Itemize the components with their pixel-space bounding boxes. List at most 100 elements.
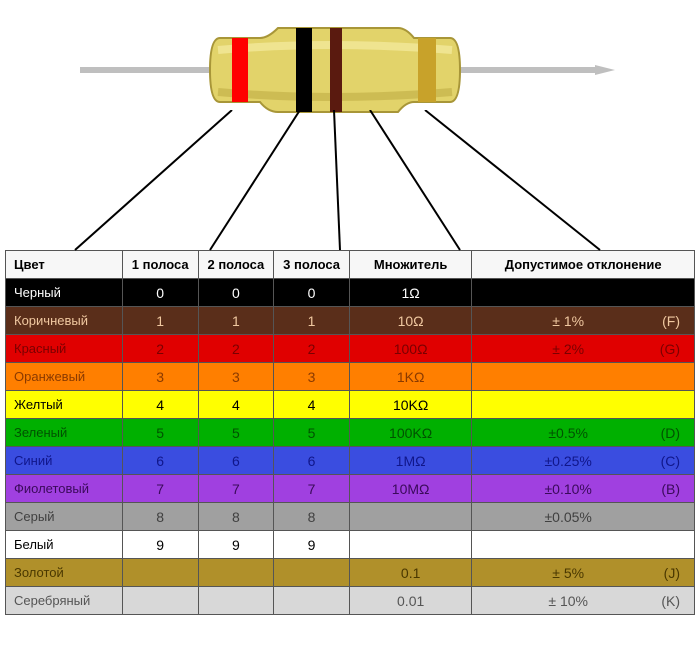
tolerance-value: ± 2% [486, 341, 650, 357]
header-tolerance: Допустимое отклонение [472, 251, 695, 279]
tolerance-cell [472, 391, 695, 419]
band3-cell: 4 [274, 391, 350, 419]
table-row: Зеленый555100KΩ±0.5%(D) [6, 419, 695, 447]
resistor-band-1 [232, 38, 248, 102]
tolerance-cell: ±0.5%(D) [472, 419, 695, 447]
tolerance-letter: (B) [650, 481, 680, 497]
band2-cell: 7 [198, 475, 274, 503]
band1-cell [122, 559, 198, 587]
band1-cell [122, 587, 198, 615]
color-name-cell: Фиолетовый [6, 475, 123, 503]
band3-cell [274, 587, 350, 615]
band2-cell: 0 [198, 279, 274, 307]
band1-cell: 5 [122, 419, 198, 447]
multiplier-cell: 100KΩ [349, 419, 471, 447]
tolerance-value: ± 1% [486, 313, 650, 329]
color-name-cell: Золотой [6, 559, 123, 587]
band1-cell: 6 [122, 447, 198, 475]
color-name-cell: Желтый [6, 391, 123, 419]
tolerance-cell: ± 5%(J) [472, 559, 695, 587]
multiplier-cell: 1KΩ [349, 363, 471, 391]
tolerance-value: ±0.5% [486, 425, 650, 441]
band3-cell: 8 [274, 503, 350, 531]
tolerance-value: ± 10% [486, 593, 650, 609]
table-row: Белый999 [6, 531, 695, 559]
table-row: Оранжевый3331KΩ [6, 363, 695, 391]
band1-cell: 4 [122, 391, 198, 419]
band1-cell: 7 [122, 475, 198, 503]
band2-cell: 3 [198, 363, 274, 391]
tolerance-cell [472, 531, 695, 559]
table-row: Золотой 0.1± 5%(J) [6, 559, 695, 587]
resistor-svg [0, 0, 700, 190]
band1-cell: 2 [122, 335, 198, 363]
header-band1: 1 полоса [122, 251, 198, 279]
multiplier-cell [349, 531, 471, 559]
tolerance-cell [472, 363, 695, 391]
multiplier-cell: 10Ω [349, 307, 471, 335]
table-row: Черный0001Ω [6, 279, 695, 307]
color-name-cell: Серый [6, 503, 123, 531]
band2-cell: 1 [198, 307, 274, 335]
table-row: Коричневый11110Ω± 1%(F) [6, 307, 695, 335]
tolerance-letter: (K) [650, 593, 680, 609]
band1-cell: 9 [122, 531, 198, 559]
multiplier-cell: 10MΩ [349, 475, 471, 503]
multiplier-cell: 10KΩ [349, 391, 471, 419]
header-band2: 2 полоса [198, 251, 274, 279]
table-row: Желтый44410KΩ [6, 391, 695, 419]
tolerance-cell: ± 2%(G) [472, 335, 695, 363]
band2-cell: 9 [198, 531, 274, 559]
color-code-table: Цвет 1 полоса 2 полоса 3 полоса Множител… [5, 250, 695, 615]
band3-cell: 2 [274, 335, 350, 363]
band3-cell: 7 [274, 475, 350, 503]
band2-cell: 4 [198, 391, 274, 419]
color-name-cell: Оранжевый [6, 363, 123, 391]
multiplier-cell: 0.1 [349, 559, 471, 587]
table-row: Серебряный 0.01 ± 10%(K) [6, 587, 695, 615]
tolerance-cell: ±0.25%(C) [472, 447, 695, 475]
band2-cell [198, 587, 274, 615]
band3-cell [274, 559, 350, 587]
tolerance-value: ±0.05% [486, 509, 650, 525]
resistor-band-4 [418, 38, 436, 102]
tolerance-value: ±0.10% [486, 481, 650, 497]
multiplier-cell: 100Ω [349, 335, 471, 363]
table-row: Фиолетовый77710MΩ±0.10%(B) [6, 475, 695, 503]
tolerance-cell [472, 279, 695, 307]
multiplier-cell: 0.01 [349, 587, 471, 615]
tolerance-letter: (D) [650, 425, 680, 441]
tolerance-letter: (G) [650, 341, 680, 357]
color-name-cell: Черный [6, 279, 123, 307]
resistor-illustration [0, 0, 700, 190]
multiplier-cell: 1Ω [349, 279, 471, 307]
tolerance-cell: ±0.05% [472, 503, 695, 531]
band3-cell: 5 [274, 419, 350, 447]
resistor-band-2 [296, 28, 312, 112]
band3-cell: 0 [274, 279, 350, 307]
band1-cell: 1 [122, 307, 198, 335]
header-multiplier: Множитель [349, 251, 471, 279]
band1-cell: 0 [122, 279, 198, 307]
color-name-cell: Синий [6, 447, 123, 475]
color-name-cell: Белый [6, 531, 123, 559]
tolerance-value: ±0.25% [486, 453, 650, 469]
header-band3: 3 полоса [274, 251, 350, 279]
table-row: Красный222100Ω± 2%(G) [6, 335, 695, 363]
multiplier-cell: 1MΩ [349, 447, 471, 475]
color-name-cell: Зеленый [6, 419, 123, 447]
band1-cell: 3 [122, 363, 198, 391]
band3-cell: 1 [274, 307, 350, 335]
color-name-cell: Серебряный [6, 587, 123, 615]
band3-cell: 9 [274, 531, 350, 559]
tolerance-letter: (F) [650, 313, 680, 329]
table-row: Синий6661MΩ±0.25%(C) [6, 447, 695, 475]
band2-cell: 2 [198, 335, 274, 363]
table-header-row: Цвет 1 полоса 2 полоса 3 полоса Множител… [6, 251, 695, 279]
color-name-cell: Коричневый [6, 307, 123, 335]
header-color: Цвет [6, 251, 123, 279]
band2-cell: 8 [198, 503, 274, 531]
multiplier-cell [349, 503, 471, 531]
band1-cell: 8 [122, 503, 198, 531]
tolerance-letter: (C) [650, 453, 680, 469]
